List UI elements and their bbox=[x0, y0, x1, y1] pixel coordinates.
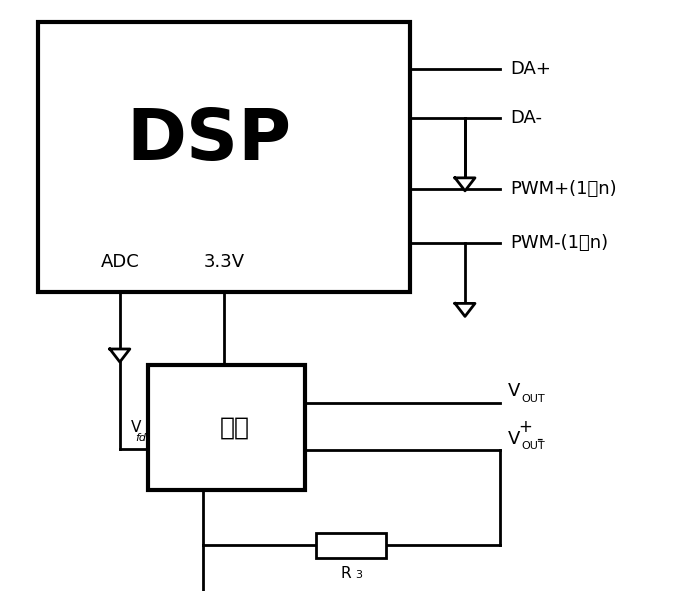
Text: ADC: ADC bbox=[101, 253, 139, 271]
Bar bbox=[38, 22, 410, 292]
Text: +: + bbox=[518, 417, 532, 436]
Polygon shape bbox=[110, 349, 130, 362]
Text: R: R bbox=[341, 566, 351, 580]
Polygon shape bbox=[455, 178, 475, 191]
Text: 3: 3 bbox=[355, 570, 362, 580]
Text: DSP: DSP bbox=[126, 106, 292, 176]
Text: 差分: 差分 bbox=[219, 415, 249, 440]
Text: 3.3V: 3.3V bbox=[204, 253, 244, 271]
Text: V: V bbox=[508, 382, 520, 401]
Text: DA-: DA- bbox=[510, 109, 542, 127]
Text: PWM-(1～n): PWM-(1～n) bbox=[510, 235, 608, 252]
Text: OUT: OUT bbox=[521, 394, 544, 404]
Text: OUT: OUT bbox=[521, 441, 544, 451]
Bar bbox=[317, 532, 386, 557]
Text: -: - bbox=[536, 430, 542, 448]
Text: $\mathregular{V}$: $\mathregular{V}$ bbox=[130, 419, 142, 435]
Polygon shape bbox=[455, 303, 475, 316]
Text: DA+: DA+ bbox=[510, 60, 551, 78]
Text: PWM+(1～n): PWM+(1～n) bbox=[510, 180, 617, 199]
Text: fd: fd bbox=[135, 433, 146, 443]
Text: V: V bbox=[508, 430, 520, 448]
Bar bbox=[148, 365, 305, 490]
